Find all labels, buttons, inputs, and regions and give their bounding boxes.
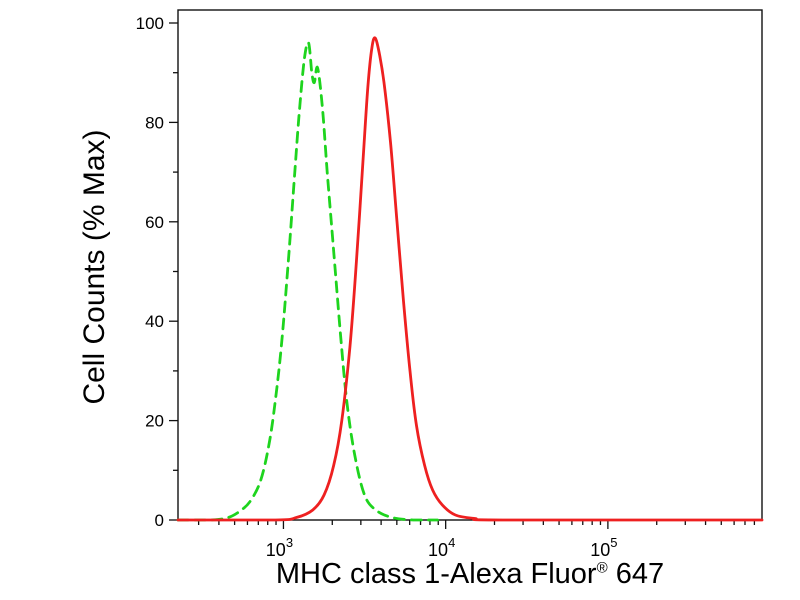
x-tick-label: 103 (266, 535, 293, 560)
x-tick-label: 105 (590, 535, 617, 560)
x-axis-label: MHC class 1-Alexa Fluor® 647 (178, 558, 762, 591)
y-tick-label: 60 (145, 213, 164, 232)
tick-labels: 0 20 40 60 80 100 103 104 105 (136, 14, 618, 560)
y-tick-label: 20 (145, 412, 164, 431)
y-axis-label-text: Cell Counts (% Max) (78, 129, 111, 405)
x-axis-label-suffix: 647 (607, 558, 665, 590)
y-tick-label: 80 (145, 113, 164, 132)
y-tick-label: 100 (136, 14, 164, 33)
y-tick-label: 40 (145, 312, 164, 331)
x-axis-label-text: MHC class 1-Alexa Fluor (275, 558, 597, 590)
axis-ticks (169, 22, 756, 529)
red-solid-curve (176, 36, 764, 522)
green-dashed-curve (176, 40, 439, 522)
registered-trademark-symbol: ® (596, 559, 608, 577)
y-tick-label: 0 (155, 511, 164, 530)
y-axis-label: Cell Counts (% Max) (78, 7, 112, 527)
plot-border (177, 9, 763, 521)
x-tick-label: 104 (428, 535, 455, 560)
